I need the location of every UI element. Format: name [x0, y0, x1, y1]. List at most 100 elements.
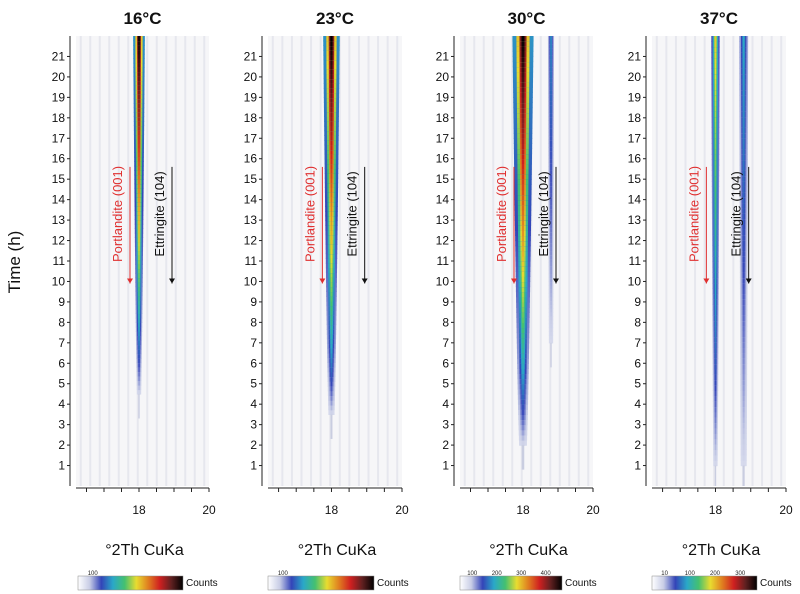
peak-cell — [330, 73, 333, 80]
peak-cell — [550, 250, 552, 256]
peak-cell — [521, 271, 525, 277]
peak-cell — [714, 159, 717, 166]
peak-cell — [522, 409, 524, 416]
peak-cell — [743, 417, 745, 424]
peak-cell — [330, 125, 333, 132]
peak-cell — [330, 315, 333, 321]
peak-cell — [715, 395, 717, 402]
x-tick-label: 20 — [779, 503, 793, 517]
peak-cell — [743, 95, 745, 102]
peak-cell — [743, 78, 745, 85]
peak-cell — [714, 138, 717, 144]
peak-cell — [714, 52, 717, 59]
peak-cell — [521, 255, 525, 262]
peak-cell — [550, 296, 552, 302]
peak-tail — [330, 414, 333, 439]
peak-cell — [715, 438, 717, 445]
peak-cell — [521, 204, 525, 211]
peak-cell — [331, 404, 333, 411]
peak-cell — [138, 255, 140, 261]
peak-cell — [521, 36, 525, 42]
peak-cell — [522, 399, 524, 405]
peak-cell — [743, 73, 745, 80]
colorbar: 100 200 300 400 Counts — [459, 571, 597, 591]
peak-cell — [550, 85, 552, 91]
panel-title: 23°C — [316, 9, 354, 28]
peak-cell — [715, 390, 717, 397]
peak-cell — [138, 322, 140, 328]
y-tick-label: 14 — [436, 193, 450, 207]
y-tick-label: 8 — [442, 315, 449, 329]
y-tick-label: 15 — [436, 172, 450, 186]
arrow-head-icon — [553, 278, 559, 284]
y-tick-label: 12 — [52, 234, 66, 248]
y-tick-label: 7 — [442, 336, 449, 350]
peak-cell — [330, 258, 333, 264]
colorbar: 100 Counts — [77, 571, 218, 591]
peak-cell — [714, 250, 716, 257]
peak-cell — [138, 107, 140, 113]
peak-cell — [550, 105, 552, 110]
peak-cell — [715, 342, 717, 349]
peak-cell — [521, 46, 525, 52]
colorbar-label: Counts — [760, 578, 792, 589]
y-tick-label: 16 — [628, 152, 642, 166]
peak-cell — [743, 202, 745, 209]
peak-cell — [521, 163, 525, 170]
peak-cell — [743, 148, 745, 155]
peak-cell — [521, 82, 525, 88]
peak-cell — [743, 234, 745, 241]
peak-cell — [743, 218, 745, 225]
peak-cell — [714, 68, 717, 75]
peak-cell — [138, 58, 140, 64]
peak-tail — [550, 342, 552, 368]
peak-cell — [715, 406, 717, 413]
peak-cell — [330, 300, 333, 307]
colorbar: 100 Counts — [267, 571, 409, 591]
peak-cell — [715, 401, 717, 408]
peak-cell — [138, 362, 140, 368]
peak-cell — [714, 127, 717, 134]
y-tick-label: 19 — [244, 90, 258, 104]
peak-cell — [330, 272, 333, 278]
peak-cell — [714, 46, 717, 53]
peak-cell — [714, 180, 717, 187]
peak-cell — [521, 235, 525, 242]
peak-cell — [138, 340, 140, 346]
peak-cell — [521, 281, 525, 288]
peak-cell — [714, 154, 717, 161]
y-tick-label: 13 — [244, 213, 258, 227]
peak-cell — [330, 215, 333, 222]
peak-cell — [743, 325, 745, 332]
y-tick-label: 6 — [250, 356, 257, 370]
peak-cell — [521, 61, 525, 68]
y-tick-label: 18 — [628, 111, 642, 125]
y-tick-label: 3 — [634, 418, 641, 432]
peak-cell — [715, 347, 717, 354]
peak-cell — [743, 223, 745, 230]
arrow-head-icon — [511, 278, 517, 284]
y-tick-label: 6 — [634, 356, 641, 370]
peak-cell — [743, 213, 745, 220]
peak-cell — [715, 433, 717, 440]
y-tick-label: 5 — [442, 377, 449, 391]
peak-cell — [743, 342, 745, 349]
peak-cell — [715, 277, 717, 284]
peak-cell — [522, 322, 524, 329]
peak-cell — [330, 173, 333, 179]
peak-cell — [743, 379, 745, 386]
peak-cell — [330, 357, 333, 363]
peak-cell — [138, 192, 140, 198]
peak-cell — [138, 129, 140, 136]
peak-cell — [138, 134, 140, 140]
peak-cell — [715, 368, 717, 375]
peak-cell — [550, 231, 552, 237]
peak-cell — [521, 117, 525, 124]
peak-cell — [550, 197, 552, 202]
annotation-2: Ettringite (104) — [345, 166, 368, 284]
peak-cell — [330, 64, 333, 70]
peak-cell — [715, 315, 717, 322]
peak-cell — [330, 324, 333, 330]
peak-cell — [522, 373, 524, 380]
